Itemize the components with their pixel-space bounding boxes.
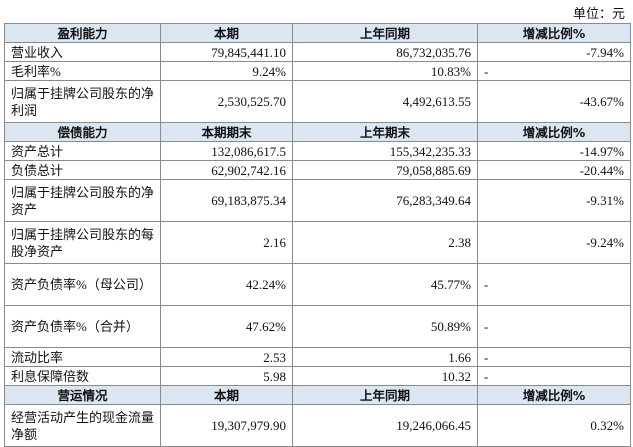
row-label: 资产负债率%（母公司） [4, 263, 161, 306]
header-row: 营运情况 本期 上年同期 增减比例% [4, 385, 631, 405]
header-cell: 本期 [160, 385, 293, 405]
header-cell: 增减比例% [477, 23, 631, 43]
value-cell: 2.16 [160, 221, 293, 264]
row-label: 归属于挂牌公司股东的净资产 [4, 179, 161, 222]
row-label: 毛利率% [4, 61, 161, 81]
value-cell: 19,307,979.90 [160, 404, 293, 447]
value-cell: 79,058,885.69 [292, 160, 478, 180]
value-cell: -7.94% [477, 42, 631, 62]
value-cell: -43.67% [477, 80, 631, 123]
value-cell: 50.89% [292, 305, 478, 348]
row-label: 归属于挂牌公司股东的每股净资产 [4, 221, 161, 264]
row-label: 资产总计 [4, 141, 161, 161]
header-cell: 上年同期 [292, 23, 478, 43]
value-cell: -20.44% [477, 160, 631, 180]
value-cell: -14.97% [477, 141, 631, 161]
value-cell: -9.31% [477, 179, 631, 222]
value-cell: -9.24% [477, 221, 631, 264]
header-row: 偿债能力 本期期末 上年期末 增减比例% [4, 122, 631, 142]
value-cell: 76,283,349.64 [292, 179, 478, 222]
value-cell: 10.83% [292, 61, 478, 81]
row-label: 流动比率 [4, 347, 161, 367]
header-row: 盈利能力 本期 上年同期 增减比例% [4, 23, 631, 43]
row-label: 负债总计 [4, 160, 161, 180]
value-cell: 42.24% [160, 263, 293, 306]
row-label: 经营活动产生的现金流量净额 [4, 404, 161, 447]
header-cell: 偿债能力 [4, 122, 161, 142]
value-cell: 47.62% [160, 305, 293, 348]
value-cell: 132,086,617.5 [160, 141, 293, 161]
financial-table: 盈利能力 本期 上年同期 增减比例% 营业收入 79,845,441.10 86,732,0… [4, 23, 631, 447]
unit-label: 单位：元 [572, 6, 625, 21]
header-cell: 营运情况 [4, 385, 161, 405]
value-cell: 19,246,066.45 [292, 404, 478, 447]
value-cell: 2,530,525.70 [160, 80, 293, 123]
value-cell: 86,732,035.76 [292, 42, 478, 62]
value-cell: 0.32% [477, 404, 631, 447]
header-cell: 盈利能力 [4, 23, 161, 43]
value-cell: - [477, 366, 631, 386]
row-label: 归属于挂牌公司股东的净利润 [4, 80, 161, 123]
value-cell: - [477, 347, 631, 367]
value-cell: 5.98 [160, 366, 293, 386]
value-cell: 69,183,875.34 [160, 179, 293, 222]
data-row: 资产负债率%（合并） 47.62% 50.89% - [4, 305, 631, 348]
header-cell: 增减比例% [477, 122, 631, 142]
header-cell: 上年期末 [292, 122, 478, 142]
header-cell: 本期 [160, 23, 293, 43]
value-cell: - [477, 305, 631, 348]
value-cell: 79,845,441.10 [160, 42, 293, 62]
header-cell: 增减比例% [477, 385, 631, 405]
data-row: 资产总计 132,086,617.5 155,342,235.33 -14.97% [4, 141, 631, 161]
value-cell: 45.77% [292, 263, 478, 306]
data-row: 毛利率% 9.24% 10.83% - [4, 61, 631, 81]
value-cell: 10.32 [292, 366, 478, 386]
row-label: 资产负债率%（合并） [4, 305, 161, 348]
value-cell: 2.38 [292, 221, 478, 264]
data-row: 经营活动产生的现金流量净额 19,307,979.90 19,246,066.45 0… [4, 404, 631, 447]
value-cell: - [477, 61, 631, 81]
data-row: 负债总计 62,902,742.16 79,058,885.69 -20.44% [4, 160, 631, 180]
data-row: 归属于挂牌公司股东的净资产 69,183,875.34 76,283,349.64-… [4, 179, 631, 222]
data-row: 资产负债率%（母公司） 42.24% 45.77% - [4, 263, 631, 306]
value-cell: 2.53 [160, 347, 293, 367]
header-cell: 本期期末 [160, 122, 293, 142]
header-cell: 上年同期 [292, 385, 478, 405]
value-cell: 62,902,742.16 [160, 160, 293, 180]
value-cell: 1.66 [292, 347, 478, 367]
data-row: 利息保障倍数 5.98 10.32- [4, 366, 631, 386]
data-row: 归属于挂牌公司股东的每股净资产 2.16 2.38 -9.24% [4, 221, 631, 264]
data-row: 流动比率 2.53 1.66- [4, 347, 631, 367]
value-cell: - [477, 263, 631, 306]
value-cell: 9.24% [160, 61, 293, 81]
value-cell: 4,492,613.55 [292, 80, 478, 123]
page: {"unit": "单位：元", "sections": [ {"header"… [4, 6, 631, 447]
data-row: 归属于挂牌公司股东的净利润 2,530,525.70 4,492,613.55 -43… [4, 80, 631, 123]
data-row: 营业收入 79,845,441.10 86,732,035.76 -7.94% [4, 42, 631, 62]
row-label: 营业收入 [4, 42, 161, 62]
value-cell: 155,342,235.33 [292, 141, 478, 161]
row-label: 利息保障倍数 [4, 366, 161, 386]
